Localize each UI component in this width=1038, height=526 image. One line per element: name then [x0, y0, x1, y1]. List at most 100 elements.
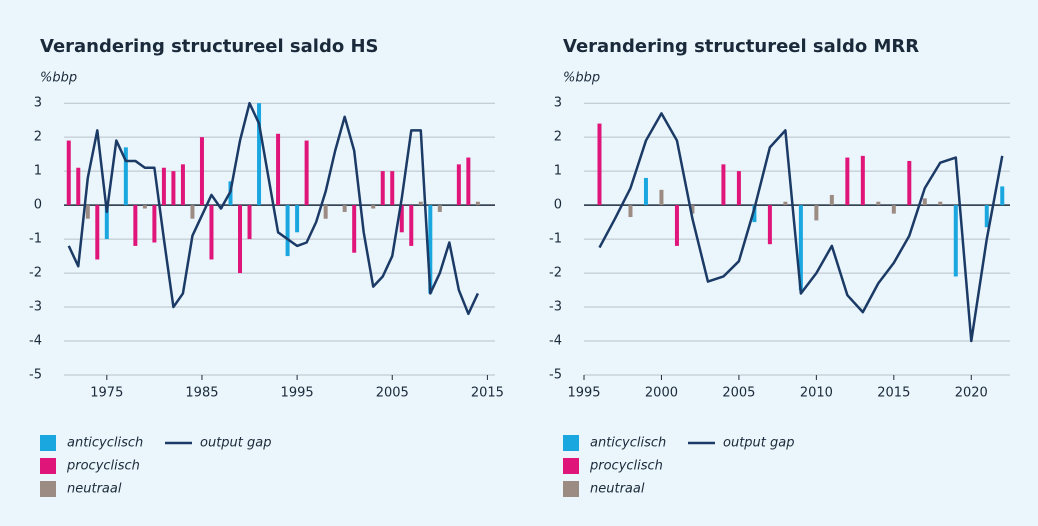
- bar: [1000, 186, 1005, 206]
- bar: [390, 171, 395, 206]
- y-tick-label: -3: [29, 300, 42, 315]
- y-tick-label: -4: [549, 334, 562, 349]
- bar: [475, 201, 480, 206]
- legend-label: anticyclisch: [67, 436, 143, 451]
- bar: [721, 164, 726, 206]
- bar: [209, 205, 214, 260]
- bar: [142, 205, 147, 209]
- bar: [104, 205, 109, 240]
- bar: [829, 194, 834, 206]
- bar: [953, 205, 958, 277]
- bar: [133, 205, 138, 246]
- bar: [767, 205, 772, 245]
- bar: [304, 140, 309, 206]
- legend-label: procyclisch: [589, 459, 663, 474]
- bar: [938, 201, 943, 206]
- bar: [342, 205, 347, 212]
- bar: [736, 171, 741, 206]
- y-tick-label: 0: [554, 198, 562, 213]
- chart-title: Verandering structureel saldo MRR: [563, 36, 919, 57]
- y-tick-label: 3: [34, 96, 42, 111]
- legend-swatch: [563, 435, 579, 451]
- bar: [814, 205, 819, 221]
- x-tick-label: 1995: [281, 386, 314, 401]
- bar: [922, 198, 927, 206]
- bar: [323, 205, 328, 219]
- y-tick-label: -3: [549, 300, 562, 315]
- y-axis-label: %bbp: [40, 71, 77, 86]
- legend-swatch: [40, 435, 56, 451]
- y-tick-label: 0: [34, 198, 42, 213]
- bar: [380, 171, 385, 206]
- bar: [285, 205, 290, 257]
- y-tick-label: -1: [549, 232, 562, 247]
- y-tick-label: 3: [554, 96, 562, 111]
- bar: [190, 205, 195, 219]
- bar: [399, 205, 404, 233]
- bar: [984, 205, 989, 228]
- y-tick-label: -5: [549, 368, 562, 383]
- bar: [674, 205, 679, 246]
- bar: [247, 205, 252, 240]
- bar: [295, 205, 300, 233]
- y-tick-label: 2: [554, 130, 562, 145]
- bar: [171, 171, 176, 206]
- chart-title: Verandering structureel saldo HS: [40, 36, 379, 57]
- legend-label: neutraal: [590, 482, 645, 497]
- legend-label: output gap: [723, 436, 794, 451]
- x-tick-label: 2005: [376, 386, 409, 401]
- bar: [690, 205, 695, 214]
- x-tick-label: 1985: [185, 386, 218, 401]
- x-tick-label: 2000: [645, 386, 678, 401]
- y-tick-label: 1: [34, 164, 42, 179]
- bar: [597, 123, 602, 206]
- legend-label: neutraal: [67, 482, 122, 497]
- bar: [95, 205, 100, 260]
- bar: [456, 164, 461, 206]
- bar: [199, 137, 204, 206]
- legend-label: procyclisch: [66, 459, 140, 474]
- bar: [257, 103, 262, 206]
- y-tick-label: 1: [554, 164, 562, 179]
- legend-swatch: [563, 458, 579, 474]
- legend-swatch: [563, 481, 579, 497]
- bar: [428, 205, 433, 294]
- bar: [798, 205, 803, 291]
- legend-label: anticyclisch: [590, 436, 666, 451]
- bar: [152, 205, 157, 243]
- x-tick-label: 2010: [800, 386, 833, 401]
- bar: [907, 160, 912, 206]
- bar: [276, 133, 281, 206]
- x-tick-label: 2015: [877, 386, 910, 401]
- bar: [418, 201, 423, 206]
- x-tick-label: 2015: [471, 386, 504, 401]
- y-axis-label: %bbp: [563, 71, 600, 86]
- bar: [466, 157, 471, 206]
- bar: [66, 140, 71, 206]
- y-tick-label: -4: [29, 334, 42, 349]
- bar: [845, 157, 850, 206]
- bar: [161, 167, 166, 206]
- bar: [643, 177, 648, 206]
- bar: [437, 205, 442, 212]
- bar: [76, 167, 81, 206]
- x-tick-label: 2005: [722, 386, 755, 401]
- bar: [752, 205, 757, 223]
- bar: [876, 201, 881, 206]
- bar: [860, 155, 865, 206]
- y-tick-label: -2: [29, 266, 42, 281]
- line: [67, 101, 480, 316]
- x-tick-label: 2020: [955, 386, 988, 401]
- y-tick-label: 2: [34, 130, 42, 145]
- bar: [371, 205, 376, 209]
- x-tick-label: 1995: [567, 386, 600, 401]
- line: [598, 112, 1004, 343]
- legend-swatch: [40, 481, 56, 497]
- bar: [891, 205, 896, 214]
- x-tick-label: 1975: [90, 386, 123, 401]
- bar: [180, 164, 185, 206]
- legend-label: output gap: [200, 436, 271, 451]
- bar: [85, 205, 90, 219]
- bar: [409, 205, 414, 246]
